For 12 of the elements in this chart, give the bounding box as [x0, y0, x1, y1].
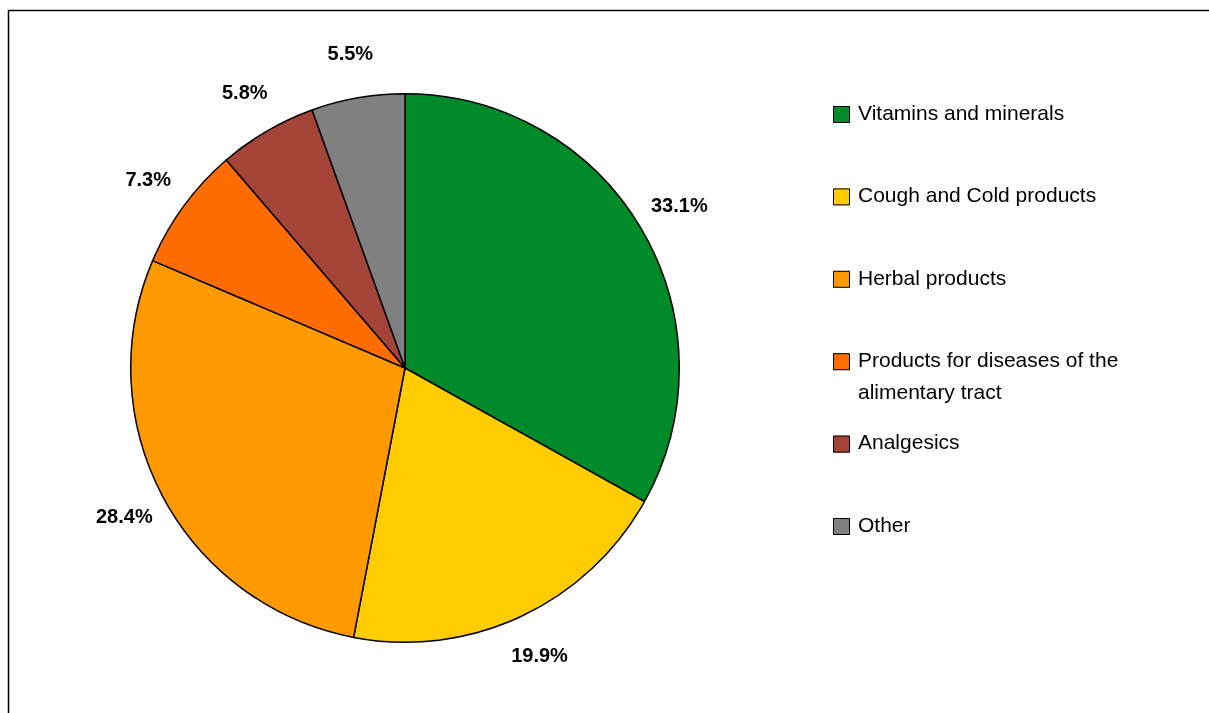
legend-label: Vitamins and minerals — [858, 100, 1065, 124]
legend-label: Analgesics — [858, 430, 960, 454]
legend-label: Other — [858, 512, 911, 536]
legend-label: Products for diseases of the alimentary tract — [858, 348, 1119, 403]
data-label: 5.8% — [221, 80, 268, 103]
legend-label: Cough and Cold products — [858, 183, 1097, 207]
data-label: 19.9% — [511, 643, 569, 666]
legend-label: Herbal products — [858, 265, 1007, 289]
data-label: 28.4% — [95, 505, 153, 528]
data-label: 5.5% — [327, 42, 374, 65]
data-label: 7.3% — [125, 167, 172, 190]
data-label: 33.1% — [650, 194, 708, 217]
